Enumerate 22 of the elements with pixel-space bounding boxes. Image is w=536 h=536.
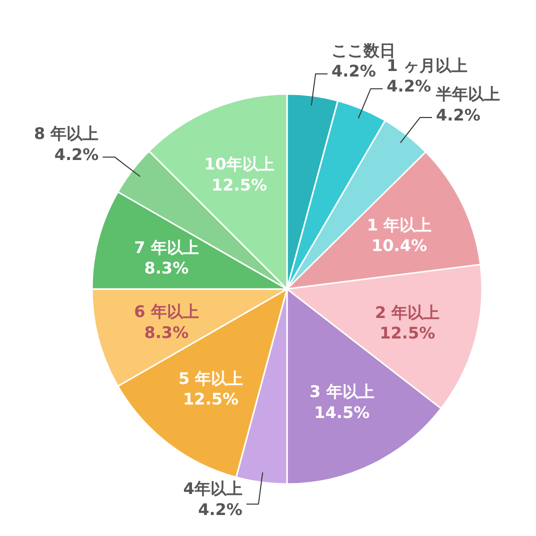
slice-label: 半年以上 xyxy=(435,84,500,104)
data-label: 14.5% xyxy=(314,402,370,422)
data-label: 4.2% xyxy=(332,62,376,81)
slice-label: 4年以上 xyxy=(183,479,242,498)
slice-label: 1 年以上 xyxy=(366,215,432,234)
slice-label: 10年以上 xyxy=(204,154,274,174)
slice-label: 3 年以上 xyxy=(310,382,374,402)
data-label: 12.5% xyxy=(380,324,436,343)
data-label: 8.3% xyxy=(144,258,189,278)
data-label: 4.2% xyxy=(386,76,432,96)
slice-label: 5 年以上 xyxy=(178,368,244,388)
data-label: 4.2% xyxy=(436,105,480,124)
data-label: 12.5% xyxy=(211,176,267,194)
data-label: 4.2% xyxy=(198,500,242,519)
data-label: 10.4% xyxy=(371,236,428,256)
slice-label: 6 年以上 xyxy=(134,302,199,322)
data-label: 8.3% xyxy=(144,322,189,342)
slice-label: 7 年以上 xyxy=(134,238,199,257)
slice-label: 8 年以上 xyxy=(34,124,99,144)
data-label: 12.5% xyxy=(183,390,239,409)
slice-label: 2 年以上 xyxy=(375,302,440,322)
data-label: 4.2% xyxy=(54,144,99,164)
